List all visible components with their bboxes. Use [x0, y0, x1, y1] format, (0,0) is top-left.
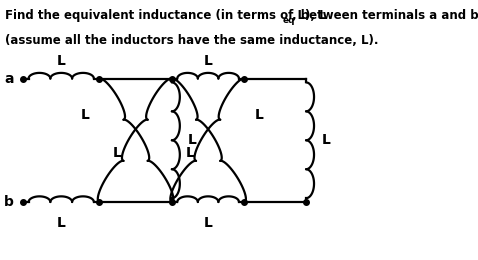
- Text: L: L: [80, 108, 89, 122]
- Text: L: L: [322, 133, 330, 147]
- Text: eq: eq: [282, 16, 295, 24]
- Text: Find the equivalent inductance (in terms of L), L: Find the equivalent inductance (in terms…: [5, 9, 326, 22]
- Text: L: L: [187, 133, 196, 147]
- Text: L: L: [204, 216, 213, 230]
- Text: L: L: [113, 146, 122, 160]
- Text: L: L: [185, 146, 195, 160]
- Text: (assume all the inductors have the same inductance, L).: (assume all the inductors have the same …: [5, 34, 379, 47]
- Text: L: L: [204, 54, 213, 68]
- Text: L: L: [57, 54, 65, 68]
- Text: b: b: [4, 195, 13, 209]
- Text: L: L: [254, 108, 263, 122]
- Text: a: a: [4, 72, 13, 86]
- Text: L: L: [57, 216, 65, 230]
- Text: , between terminals a and b: , between terminals a and b: [292, 9, 478, 22]
